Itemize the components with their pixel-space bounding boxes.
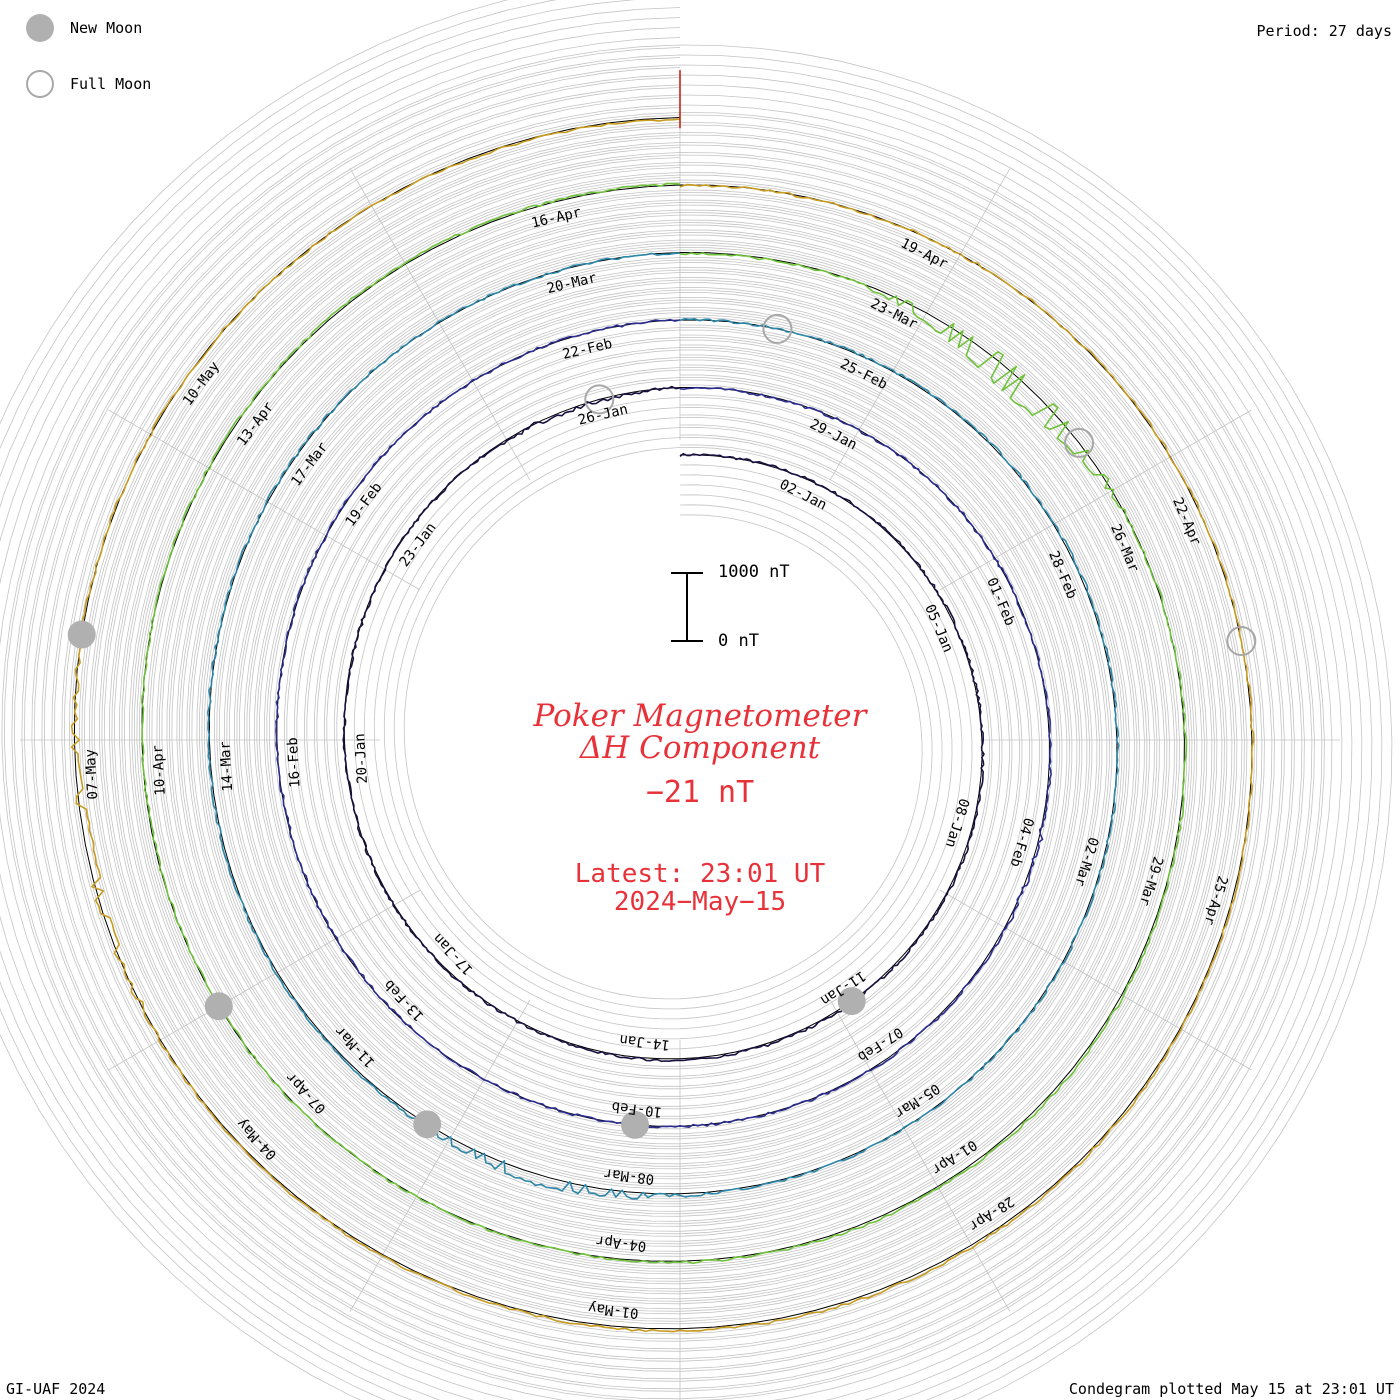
legend-new-moon-label: New Moon xyxy=(70,19,143,37)
date-label: 01-May xyxy=(587,1299,639,1321)
trace-rotation-1 xyxy=(342,385,985,1063)
date-label: 25-Apr xyxy=(1201,874,1231,927)
latest-timestamp: Latest: 23:01 UT 2024−May−15 xyxy=(450,860,950,916)
legend-full-moon: Full Moon xyxy=(26,68,151,100)
grid-spoke xyxy=(108,409,421,591)
moon-legend: New Moon Full Moon xyxy=(26,12,151,124)
new-moon-marker xyxy=(204,992,233,1021)
date-label: 29-Mar xyxy=(1136,854,1166,907)
trace-rotation-4 xyxy=(141,182,1188,1265)
scale-bar xyxy=(671,572,703,642)
grid-spoke xyxy=(829,168,1011,481)
new-moon-marker xyxy=(837,987,866,1016)
date-label: 05-Jan xyxy=(921,602,956,655)
grid-spoke xyxy=(108,889,421,1071)
grid-spoke xyxy=(349,999,531,1312)
date-label: 16-Feb xyxy=(285,737,304,788)
date-label: 20-Jan xyxy=(352,733,371,784)
latest-date: 2024−May−15 xyxy=(613,887,787,917)
date-label: 14-Mar xyxy=(217,741,236,792)
date-label: 02-Jan xyxy=(777,477,829,514)
date-label: 19-Feb xyxy=(342,480,385,530)
period-label: Period: 27 days xyxy=(1256,22,1392,40)
full-moon-marker xyxy=(1064,427,1095,458)
legend-full-moon-label: Full Moon xyxy=(70,75,152,93)
scale-bottom-label: 0 nT xyxy=(718,631,759,651)
date-label: 04-Apr xyxy=(595,1232,647,1254)
moon-layer xyxy=(67,313,1257,1139)
date-label: 01-Feb xyxy=(983,575,1018,628)
full-moon-icon xyxy=(26,70,54,98)
date-label: 04-Feb xyxy=(1007,816,1037,869)
grid-spoke xyxy=(349,168,531,481)
latest-time: Latest: 23:01 UT xyxy=(574,859,826,889)
trace-rotation-5 xyxy=(70,118,1255,1333)
date-label: 14-Jan xyxy=(619,1031,671,1053)
date-label: 22-Feb xyxy=(561,336,614,363)
scale-top-label: 1000 nT xyxy=(718,562,790,582)
date-label: 08-Mar xyxy=(603,1165,655,1187)
chart-title: Poker Magnetometer ΔH Component xyxy=(450,700,950,764)
date-label: 02-Mar xyxy=(1071,835,1101,888)
grid-spoke xyxy=(939,889,1252,1071)
new-moon-marker xyxy=(621,1110,650,1139)
title-line-2: ΔH Component xyxy=(579,730,821,766)
date-label: 07-May xyxy=(83,748,102,799)
date-label: 17-Mar xyxy=(288,439,331,489)
date-label: 10-Apr xyxy=(150,745,169,796)
grid-spoke xyxy=(939,409,1252,591)
full-moon-marker xyxy=(1226,626,1257,657)
new-moon-icon xyxy=(26,14,54,42)
credit-label: GI-UAF 2024 xyxy=(6,1380,106,1398)
trace-layer xyxy=(70,69,1255,1333)
date-label: 10-Feb xyxy=(611,1098,663,1120)
grid-spoke xyxy=(829,999,1011,1312)
full-moon-marker xyxy=(584,384,615,415)
date-label: 23-Jan xyxy=(397,520,440,570)
trace-rotation-3 xyxy=(207,252,1120,1200)
new-moon-marker xyxy=(413,1110,442,1139)
full-moon-marker xyxy=(762,313,793,344)
trace-rotation-2 xyxy=(275,318,1052,1129)
title-line-1: Poker Magnetometer xyxy=(533,698,867,734)
current-value: −21 nT xyxy=(645,775,755,810)
plotted-label: Condegram plotted May 15 at 23:01 UT xyxy=(1068,1380,1394,1398)
new-moon-marker xyxy=(67,620,96,649)
legend-new-moon: New Moon xyxy=(26,12,151,44)
